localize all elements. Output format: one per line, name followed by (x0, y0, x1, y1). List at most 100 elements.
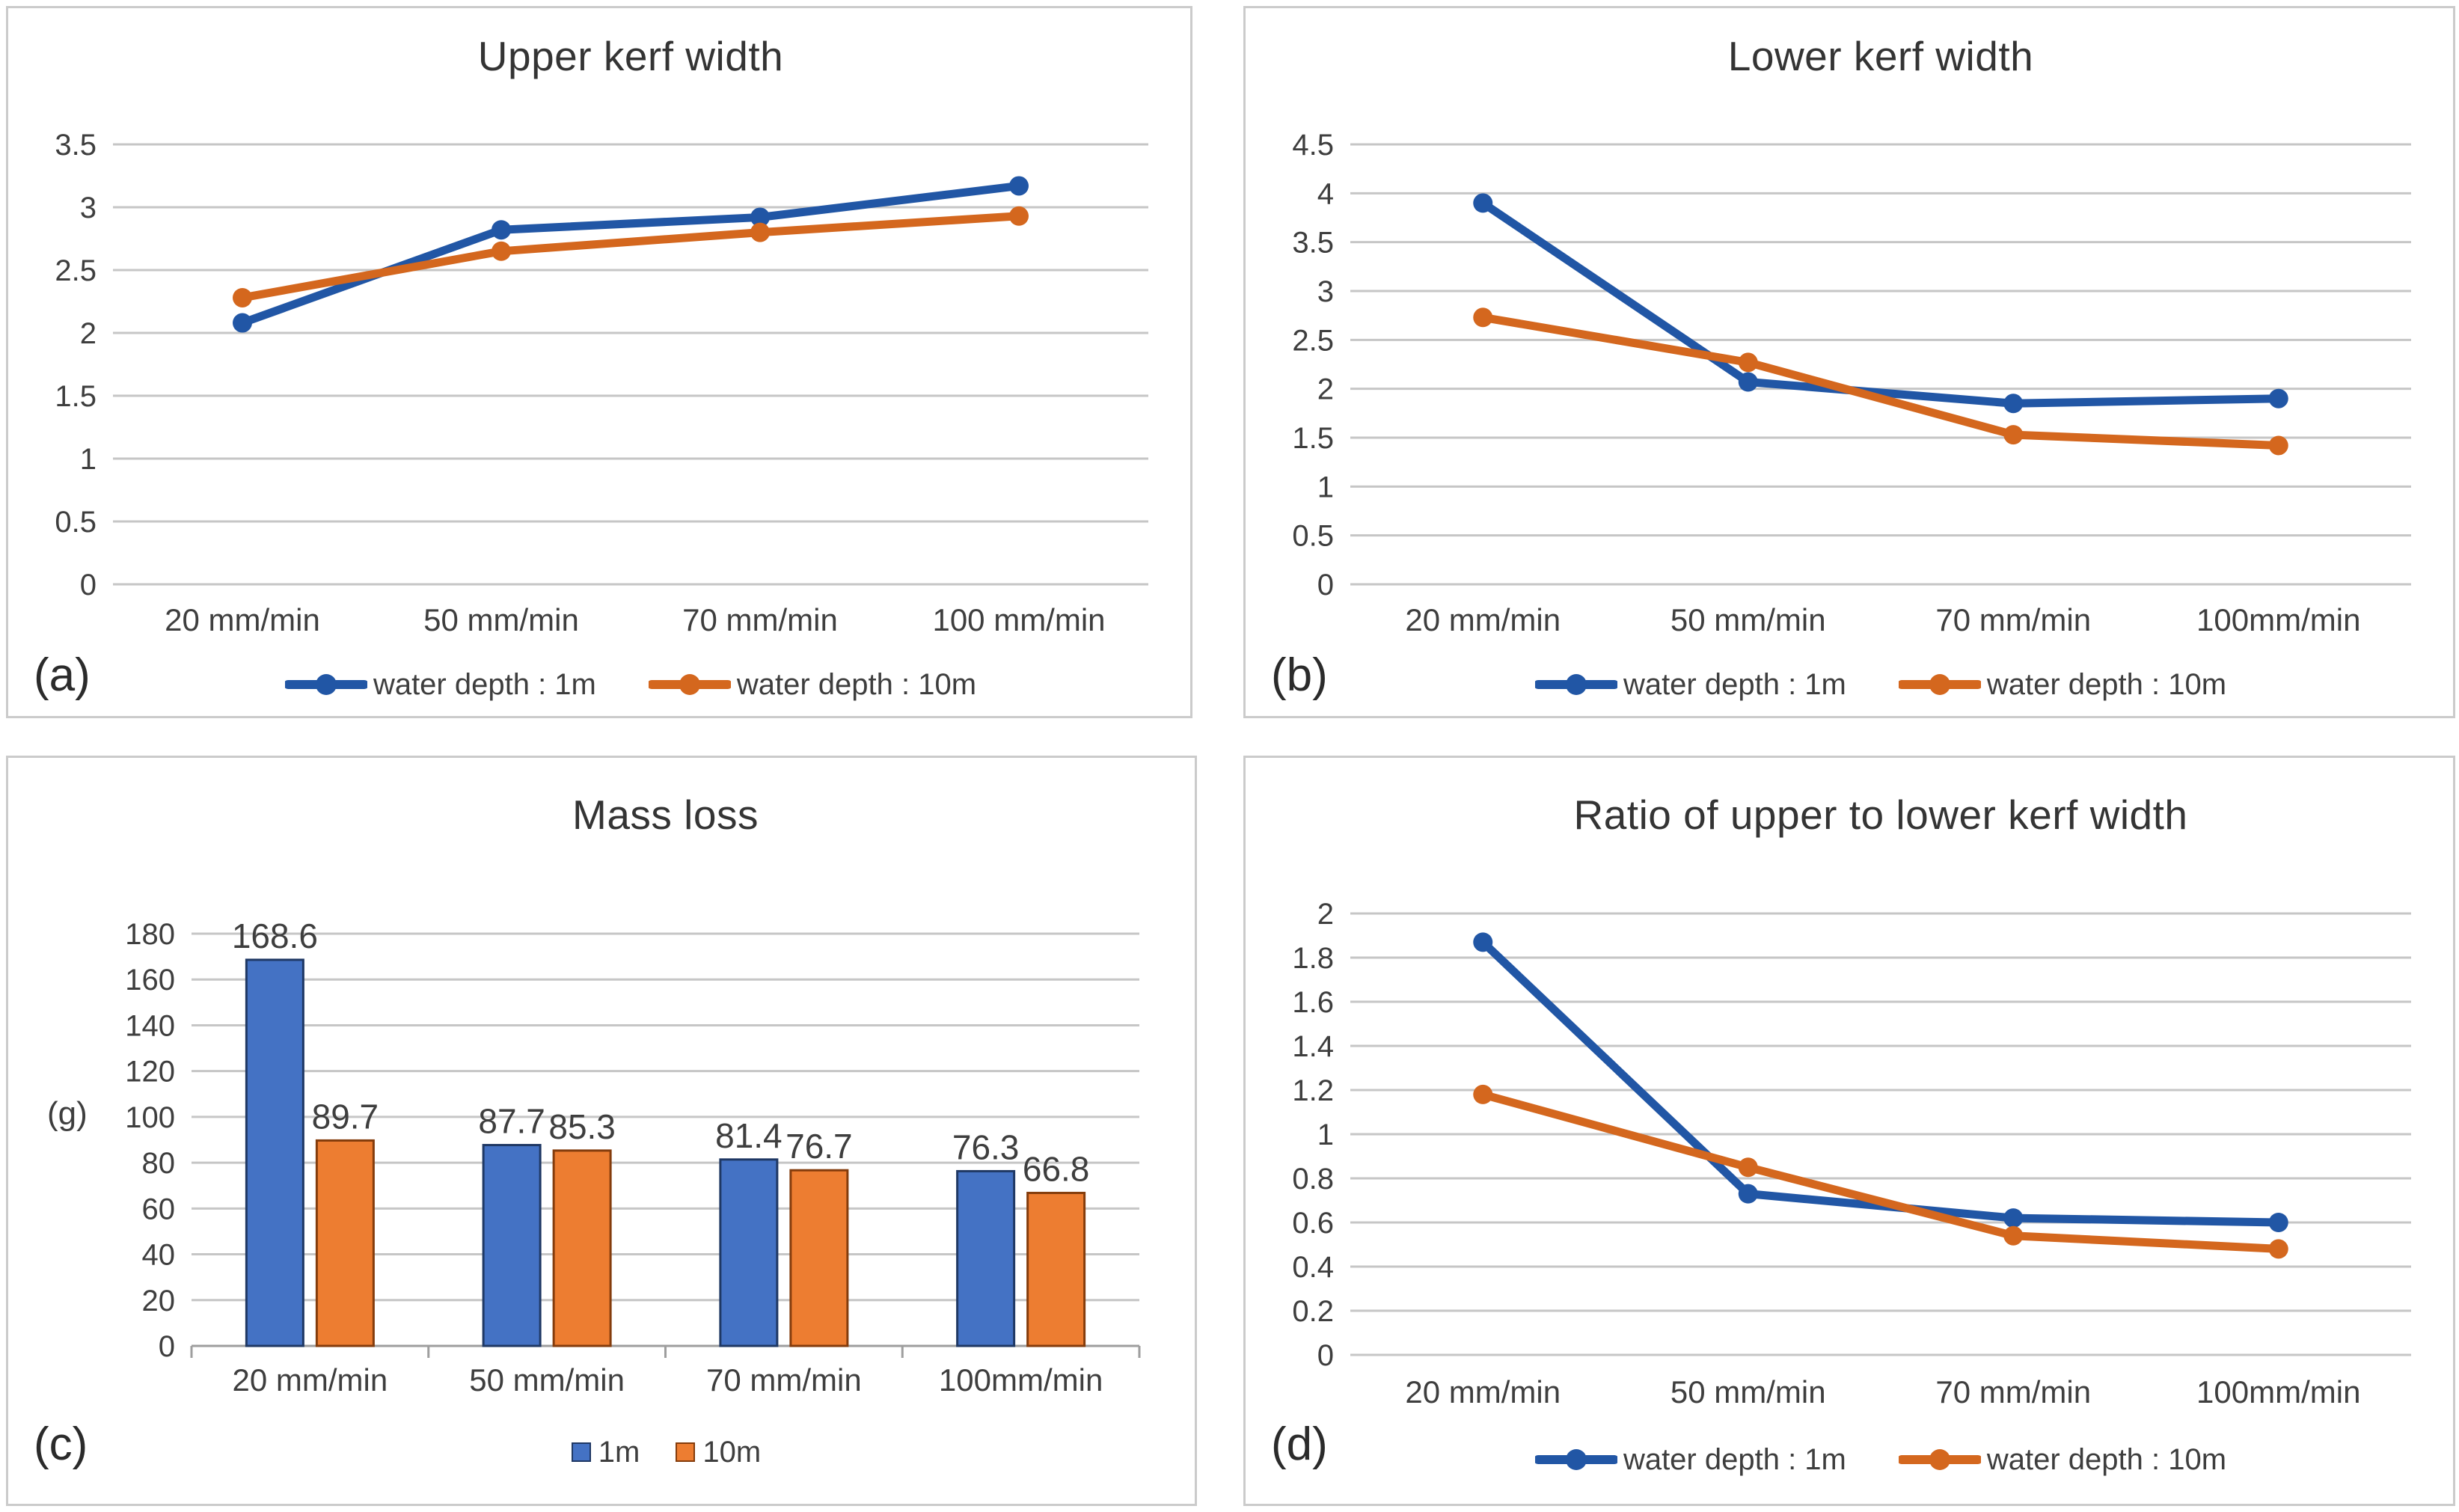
y-tick-label: 0.5 (55, 506, 97, 539)
legend-item: water depth : 10m (1898, 668, 2226, 702)
legend-line-marker-icon (1534, 674, 1617, 695)
legend-marker (1565, 674, 1587, 695)
x-category-label: 100mm/min (2196, 1374, 2360, 1410)
bar (719, 1158, 779, 1347)
bar (482, 1144, 542, 1347)
panel-kerf-ratio: Ratio of upper to lower kerf width 0 0.2 0… (1243, 756, 2455, 1506)
x-category-label: 100mm/min (939, 1362, 1103, 1398)
data-point (2003, 1208, 2024, 1228)
legend-label: water depth : 10m (1986, 1442, 2227, 1476)
bar-value-label: 89.7 (312, 1097, 379, 1136)
y-tick-label: 1.2 (1292, 1074, 1334, 1107)
y-tick-label: 1 (1317, 1118, 1334, 1151)
y-tick-label: 0.4 (1292, 1251, 1334, 1284)
data-point (1473, 307, 1493, 328)
legend-item: 1m (570, 1436, 640, 1469)
bar (789, 1169, 849, 1347)
data-point (2268, 388, 2288, 408)
y-tick-label: 3.5 (55, 129, 97, 162)
legend-square-icon (676, 1442, 696, 1462)
data-point (1738, 1157, 1758, 1178)
x-category-label: 20 mm/min (1405, 602, 1561, 637)
data-point (1738, 1184, 1758, 1204)
chart-canvas-upper-kerf-width: 0 0.5 1 1.5 2 2.5 3 3.5 20 mm/min 50 mm/min 70 mm/… (55, 129, 1148, 637)
series-line (1478, 1090, 2283, 1253)
legend-item: water depth : 1m (1534, 1442, 1846, 1477)
legend-marker (315, 674, 337, 695)
data-point (492, 241, 511, 261)
bar (956, 1169, 1016, 1347)
legend-item: water depth : 10m (1898, 1442, 2227, 1477)
x-category-label: 20 mm/min (1405, 1374, 1561, 1410)
legend-lower-kerf-width: water depth : 1m water depth : 10m (1350, 662, 2411, 707)
y-axis-unit-label: (g) (47, 1095, 88, 1132)
chart-canvas-kerf-ratio: 0 0.2 0.4 0.6 0.8 1 1.2 1.4 1.6 1.8 2 20 mm/min 50 m… (1292, 898, 2411, 1410)
legend-line-marker-icon (648, 674, 731, 695)
y-tick-label: 0 (1317, 1339, 1334, 1372)
bar (245, 958, 304, 1347)
y-tick-label: 3.5 (1292, 227, 1334, 260)
data-point (1009, 206, 1029, 226)
y-tick-label: 4 (1317, 177, 1334, 210)
data-point (492, 220, 511, 240)
bar-value-label: 76.3 (952, 1127, 1020, 1166)
legend-mass-loss: 1m 10m (192, 1430, 1139, 1475)
legend-line-marker-icon (1534, 1449, 1617, 1470)
panel-lower-kerf-width: Lower kerf width 0 0.5 1 1.5 2 2.5 3 3.5 4 4.5 20 … (1243, 6, 2455, 718)
y-tick-label: 0.6 (1292, 1207, 1334, 1240)
y-tick-label: 2 (1317, 373, 1334, 406)
legend-label: water depth : 1m (373, 667, 596, 701)
bar-value-label: 168.6 (232, 916, 318, 955)
data-point (2003, 394, 2024, 414)
legend-marker (679, 674, 700, 695)
chart-title-lower-kerf-width: Lower kerf width (1727, 33, 2034, 79)
data-point (1473, 932, 1493, 952)
legend-line-marker-icon (1898, 674, 1981, 695)
x-category-label: 70 mm/min (706, 1362, 862, 1398)
legend-marker (1929, 674, 1950, 695)
chart-canvas-lower-kerf-width: 0 0.5 1 1.5 2 2.5 3 3.5 4 4.5 20 mm/min 50 mm/min 70… (1292, 129, 2411, 637)
y-tick-label: 4.5 (1292, 129, 1334, 162)
series-line (1478, 198, 2283, 408)
y-tick-label: 1.5 (55, 380, 97, 413)
x-category-label: 50 mm/min (423, 602, 579, 637)
legend-marker (1565, 1449, 1587, 1470)
data-point (1738, 372, 1758, 392)
legend-label: water depth : 1m (1623, 667, 1846, 701)
bar (552, 1149, 612, 1347)
y-tick-label: 1 (1317, 471, 1334, 504)
y-tick-label: 1.6 (1292, 986, 1334, 1019)
y-tick-label: 40 (142, 1239, 176, 1272)
data-point (750, 222, 770, 242)
chart-title-kerf-ratio: Ratio of upper to lower kerf width (1573, 792, 2188, 838)
x-category-label: 50 mm/min (1671, 1374, 1826, 1410)
y-tick-label: 0 (1317, 569, 1334, 602)
x-category-label: 70 mm/min (682, 602, 838, 637)
chart-title-upper-kerf-width: Upper kerf width (477, 33, 784, 79)
bar (1026, 1192, 1086, 1347)
y-tick-label: 120 (125, 1056, 175, 1089)
y-tick-label: 2 (1317, 898, 1334, 931)
data-point (2268, 1239, 2288, 1259)
legend-label: water depth : 1m (1623, 1442, 1846, 1476)
x-category-label: 20 mm/min (165, 602, 320, 637)
x-category-label: 50 mm/min (469, 1362, 625, 1398)
y-tick-label: 140 (125, 1009, 175, 1042)
series-line (238, 212, 1023, 302)
legend-line-marker-icon (1898, 1449, 1981, 1470)
y-tick-label: 0.8 (1292, 1163, 1334, 1196)
legend-square-icon (571, 1442, 591, 1462)
data-point (233, 287, 252, 307)
data-point (1473, 1084, 1493, 1104)
y-tick-label: 3 (1317, 275, 1334, 308)
y-tick-label: 2.5 (1292, 324, 1334, 357)
series-line (1478, 313, 2283, 450)
data-point (2268, 435, 2288, 456)
legend-square (571, 1442, 591, 1462)
panel-label-b: (b) (1271, 649, 1328, 701)
y-tick-label: 2.5 (55, 254, 97, 287)
chart-title-mass-loss: Mass loss (572, 792, 759, 838)
x-category-label: 20 mm/min (233, 1362, 388, 1398)
legend-upper-kerf-width: water depth : 1m water depth : 10m (113, 662, 1148, 707)
legend-square (676, 1442, 696, 1462)
